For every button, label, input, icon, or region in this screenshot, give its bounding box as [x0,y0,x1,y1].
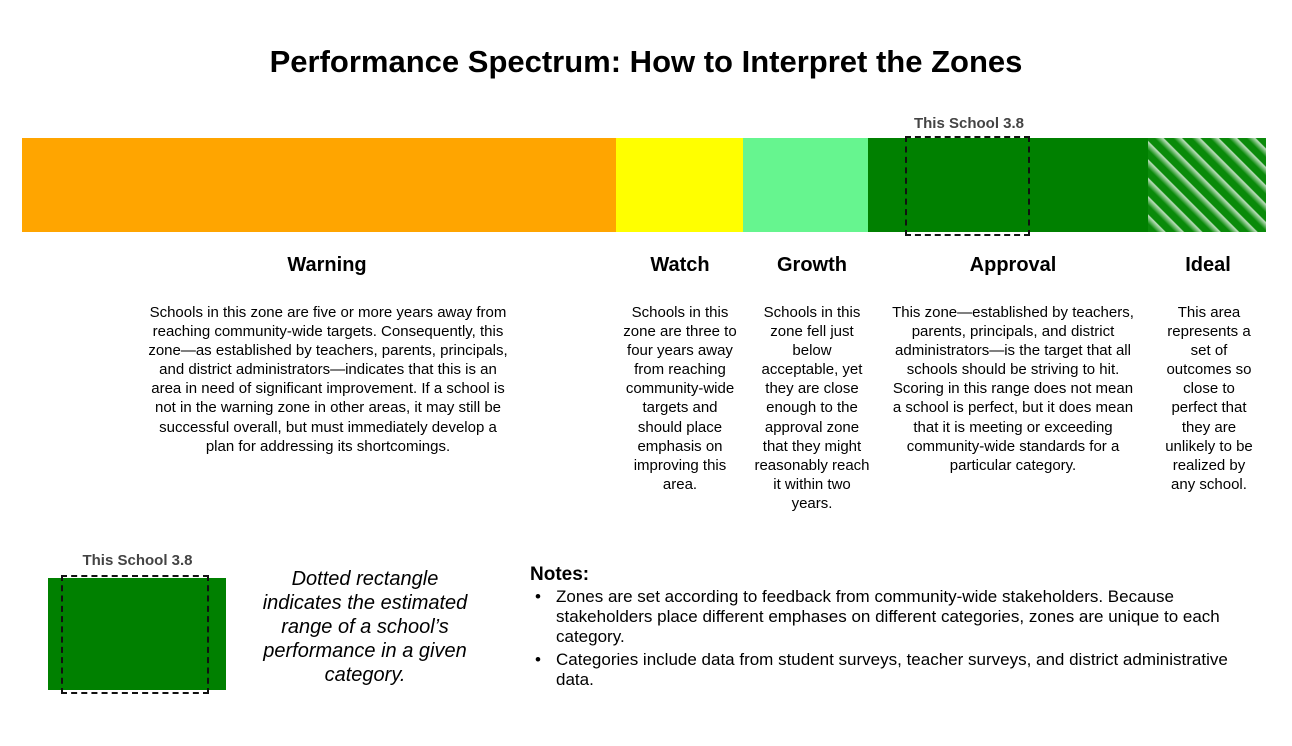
school-score-label: This School 3.8 [913,115,1025,132]
notes-list: • Zones are set according to feedback fro… [530,587,1230,693]
zone-heading-ideal: Ideal [1185,254,1231,276]
bullet: • [535,650,541,669]
zone-heading-warning: Warning [287,254,367,276]
note-item: • Zones are set according to feedback fro… [530,587,1230,647]
zone-bar-approval [868,138,1148,232]
zone-bar-watch [616,138,743,232]
zone-description-growth: Schools in this zone fell just below acc… [754,304,870,512]
page-title: Performance Spectrum: How to Interpret t… [269,44,1023,79]
legend-text: Dotted rectangle indicates the estimated… [262,568,468,686]
legend-green-box [48,578,226,690]
zone-description-warning: Schools in this zone are five or more ye… [148,304,508,455]
zone-description-approval: This zone—established by teachers, paren… [892,304,1134,474]
note-text: Categories include data from student sur… [556,650,1228,689]
zone-description-ideal: This area represents a set of outcomes s… [1165,304,1253,493]
zone-heading-watch: Watch [650,254,710,276]
zone-heading-approval: Approval [969,254,1057,276]
note-item: • Categories include data from student su… [530,650,1230,690]
zone-description-watch: Schools in this zone are three to four y… [623,304,737,493]
school-range-marker [905,136,1030,236]
zone-bar-growth [743,138,868,232]
note-text: Zones are set according to feedback from… [556,587,1220,646]
bullet: • [535,587,541,606]
zone-bar-ideal [1148,138,1266,232]
notes-title: Notes: [530,564,590,585]
legend-school-label: This School 3.8 [82,552,193,569]
zone-heading-growth: Growth [777,254,847,276]
legend-dotted-rectangle [61,575,209,694]
zone-bar-warning [22,138,616,232]
